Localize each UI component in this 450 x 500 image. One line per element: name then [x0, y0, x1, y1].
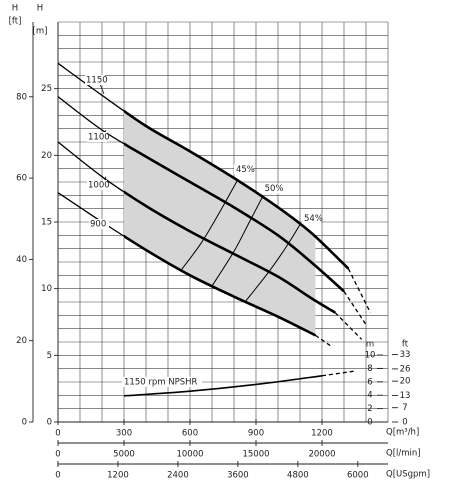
label-bg: [233, 164, 253, 175]
pump-curve-extension: [334, 312, 363, 340]
npsh-tick-label: 8: [367, 364, 372, 374]
efficiency-label: 45%: [236, 165, 255, 175]
npsh-tick-label: 4: [367, 391, 372, 401]
npsh-tick-label: 26: [400, 364, 411, 374]
x-axis-label: Q[m³/h]: [386, 428, 419, 438]
x-tick-label: 0: [55, 450, 60, 460]
pump-curve-bold: [124, 109, 350, 270]
npsh-tick-label: 7: [402, 403, 407, 413]
y-tick-label: 10: [41, 284, 52, 294]
label-bg: [87, 132, 107, 142]
npsh-tick-label: 10: [365, 351, 376, 361]
x-tick-label: 3600: [227, 471, 249, 481]
pump-curve-bold: [124, 234, 316, 337]
ft-axis-name: H: [12, 4, 18, 14]
series-label: 1000: [88, 181, 110, 191]
npsh-tick-label: 0: [367, 418, 372, 428]
pump-curve-bold: [124, 190, 336, 314]
efficiency-label: 50%: [265, 184, 284, 194]
y-ft-tick-label: 40: [16, 255, 27, 265]
x2-axis-label: Q[l/min]: [386, 449, 421, 459]
y-ft-tick-label: 60: [16, 174, 27, 184]
series-label: 1150: [86, 76, 108, 86]
npsh-tick-label: 6: [367, 377, 372, 387]
m-axis-name: H: [37, 4, 43, 14]
npsh-tick-label: 20: [400, 377, 411, 387]
x-tick-label: 6000: [347, 471, 369, 481]
label-bg: [89, 219, 109, 229]
m-axis-unit: [m]: [33, 27, 48, 37]
npsh-tick-label: 0: [402, 418, 407, 428]
series-label: 1100: [88, 133, 110, 143]
label-bg: [122, 376, 202, 387]
label-bg: [262, 183, 282, 194]
efficiency-line: [180, 179, 239, 271]
npsh-tick-label: 33: [400, 350, 411, 360]
y-ft-tick-label: 80: [16, 92, 27, 102]
efficiency-line: [211, 196, 264, 287]
npsh-tick-label: 2: [367, 404, 372, 414]
efficiency-label: 54%: [304, 214, 323, 224]
efficiency-line: [244, 224, 301, 303]
x-tick-label: 1200: [107, 471, 129, 481]
y-tick-label: 5: [47, 351, 52, 361]
y-ft-tick-label: 0: [22, 418, 27, 428]
npshr-extension: [321, 370, 356, 377]
pump-curve-extension: [315, 334, 332, 347]
y-ft-tick-label: 20: [16, 336, 27, 346]
y-tick-label: 20: [41, 151, 52, 161]
y-tick-label: 0: [47, 418, 52, 428]
y-tick-label: 25: [41, 84, 52, 94]
x3-axis-label: Q[USgpm]: [386, 470, 430, 480]
operating-region: [124, 110, 316, 336]
label-bg: [85, 75, 105, 85]
x-tick-label: 10000: [176, 450, 203, 460]
pump-curve-extension: [347, 268, 371, 313]
x-tick-label: 4800: [287, 471, 309, 481]
pump-curve-bold: [124, 142, 345, 293]
x-tick-label: 0: [55, 429, 60, 439]
x-tick-label: 2400: [167, 471, 189, 481]
x-tick-label: 1200: [311, 429, 333, 439]
x-tick-label: 300: [116, 429, 132, 439]
label-leader: [99, 83, 105, 95]
npshr-curve: [123, 374, 323, 397]
label-bg: [302, 213, 321, 224]
npsh-tick-label: 13: [400, 391, 411, 401]
x-tick-label: 900: [248, 429, 264, 439]
x-tick-label: 20000: [308, 450, 335, 460]
ft-axis-unit: [ft]: [9, 17, 22, 27]
label-bg: [87, 180, 107, 190]
x-tick-label: 600: [182, 429, 198, 439]
series-label: 900: [90, 220, 106, 230]
x-tick-label: 0: [55, 471, 60, 481]
x-tick-label: 15000: [242, 450, 269, 460]
x-tick-label: 5000: [113, 450, 135, 460]
npsh-m-unit: m: [366, 340, 374, 350]
npsh-ft-unit: ft: [402, 340, 409, 350]
npshr-label: 1150 rpm NPSHR: [124, 377, 197, 387]
y-tick-label: 15: [41, 218, 52, 228]
